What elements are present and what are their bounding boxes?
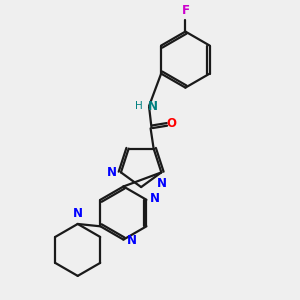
Text: N: N <box>149 192 159 206</box>
Text: H: H <box>136 101 143 111</box>
Text: N: N <box>107 166 117 179</box>
Text: O: O <box>167 117 177 130</box>
Text: N: N <box>148 100 158 113</box>
Text: N: N <box>126 234 136 247</box>
Text: F: F <box>182 4 189 17</box>
Text: N: N <box>157 177 167 190</box>
Text: N: N <box>73 206 83 220</box>
